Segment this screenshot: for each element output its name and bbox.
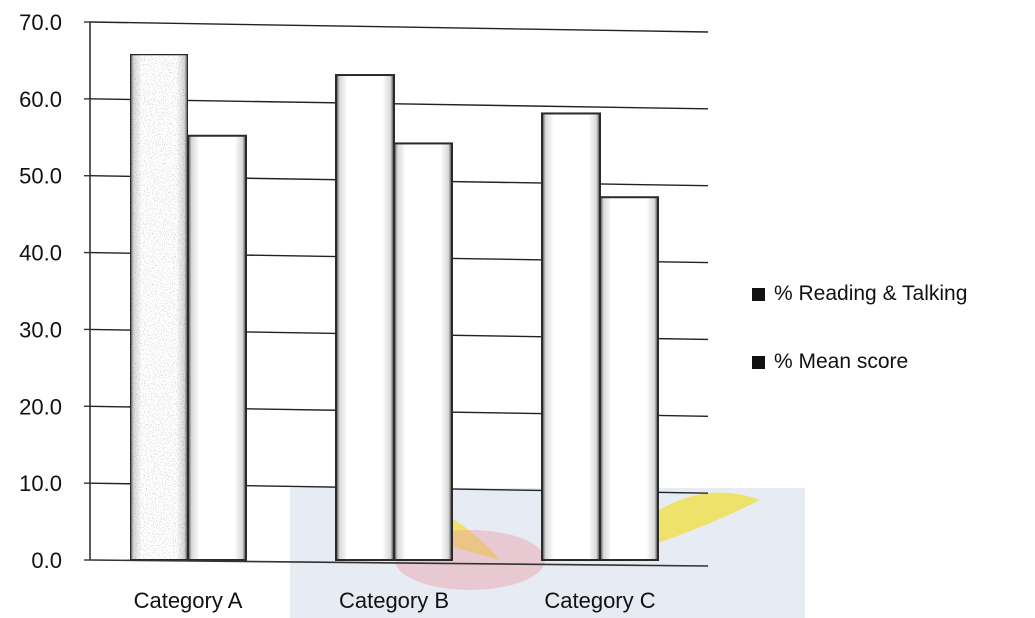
legend-swatch-mean-score — [752, 355, 765, 369]
legend: % Reading & Talking % Mean score — [752, 276, 967, 412]
y-tick-label: 60.0 — [19, 87, 62, 112]
bar-2-1 — [599, 196, 659, 561]
bar-0-1 — [187, 134, 247, 561]
legend-label-reading-talking: % Reading & Talking — [774, 282, 968, 305]
y-tick-label: 10.0 — [19, 471, 62, 496]
bar-0-0 — [129, 53, 189, 561]
bar-1-0 — [335, 74, 395, 561]
gridline — [89, 21, 709, 33]
y-tick-label: 0.0 — [31, 548, 62, 573]
y-tick-label: 20.0 — [19, 394, 62, 419]
y-tick-label: 40.0 — [19, 241, 62, 266]
gridline — [89, 98, 709, 110]
y-tick-label: 70.0 — [19, 10, 62, 35]
bar-2-0 — [541, 112, 601, 562]
bar-1-1 — [393, 142, 453, 561]
y-tick-label: 50.0 — [19, 164, 62, 189]
x-tick-label: Category B — [339, 588, 449, 613]
legend-item-mean-score: % Mean score — [752, 344, 967, 380]
x-tick-label: Category A — [134, 588, 243, 613]
legend-label-mean-score: % Mean score — [774, 350, 909, 373]
legend-swatch-reading-talking — [752, 287, 765, 301]
y-tick-labels: 0.0 10.0 20.0 30.0 40.0 50.0 60.0 70.0 — [19, 10, 62, 573]
x-tick-label: Category C — [544, 588, 655, 613]
axes — [84, 21, 709, 567]
x-tick-labels: Category A Category B Category C — [134, 588, 656, 613]
legend-item-reading-talking: % Reading & Talking — [752, 276, 967, 312]
x-axis-line — [89, 559, 709, 567]
y-tick-label: 30.0 — [19, 317, 62, 342]
bars-group — [129, 53, 659, 562]
